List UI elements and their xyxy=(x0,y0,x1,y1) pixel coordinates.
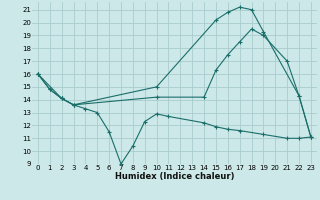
X-axis label: Humidex (Indice chaleur): Humidex (Indice chaleur) xyxy=(115,172,234,181)
